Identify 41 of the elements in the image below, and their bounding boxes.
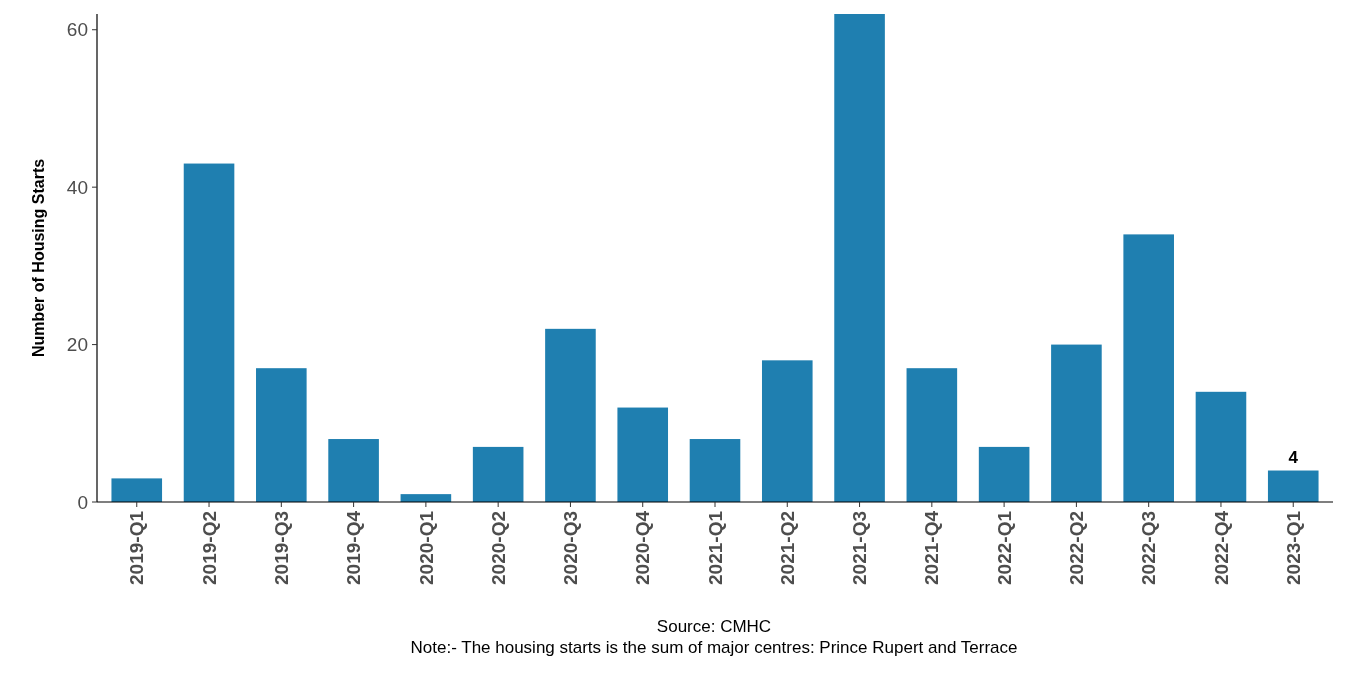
bar — [1267, 470, 1319, 502]
x-tick-label: 2020-Q2 — [487, 511, 509, 585]
data-label: 4 — [1288, 447, 1299, 467]
x-tick-label: 2022-Q1 — [993, 510, 1015, 585]
bar — [1123, 234, 1174, 502]
x-tick-label: 2019-Q1 — [126, 510, 148, 585]
bar — [472, 446, 524, 502]
x-tick-label: 2022-Q3 — [1138, 511, 1160, 585]
y-tick-label: 40 — [66, 176, 88, 198]
y-tick-label: 20 — [66, 334, 88, 356]
x-tick-label: 2021-Q4 — [921, 510, 943, 585]
x-tick-label: 2022-Q4 — [1210, 510, 1232, 585]
text: Note:- The housing starts is the sum of major centres: Prince Rupert and Terrace — [410, 638, 1018, 657]
bar — [328, 439, 379, 502]
y-axis-title: Number of Housing Starts — [30, 158, 47, 358]
bar — [1051, 344, 1102, 502]
x-tick-label: 2023-Q1 — [1282, 510, 1304, 585]
x-tick-label: 2019-Q2 — [198, 511, 220, 585]
bar — [689, 439, 741, 502]
bar — [834, 14, 885, 502]
bar — [906, 368, 958, 502]
y-tick-label: 60 — [66, 19, 88, 41]
source-note: Source: CMHC — [656, 617, 772, 636]
x-tick-label: 2019-Q3 — [270, 511, 292, 585]
bar — [256, 368, 307, 502]
bar — [617, 407, 669, 502]
bar — [183, 163, 235, 502]
x-tick-label: 2021-Q2 — [776, 511, 798, 585]
bar — [1195, 391, 1247, 502]
bar — [545, 328, 596, 502]
bar — [111, 478, 163, 502]
y-tick-label: 0 — [77, 491, 88, 513]
x-tick-label: 2020-Q1 — [415, 510, 437, 585]
x-tick-label: 2020-Q3 — [560, 511, 582, 585]
x-tick-label: 2020-Q4 — [632, 510, 654, 585]
bar — [761, 360, 813, 502]
x-tick-label: 2021-Q1 — [704, 510, 726, 585]
x-tick-label: 2021-Q3 — [849, 511, 871, 585]
x-tick-label: 2019-Q4 — [343, 510, 365, 585]
x-tick-label: 2022-Q2 — [1066, 511, 1088, 585]
bar — [978, 446, 1030, 502]
